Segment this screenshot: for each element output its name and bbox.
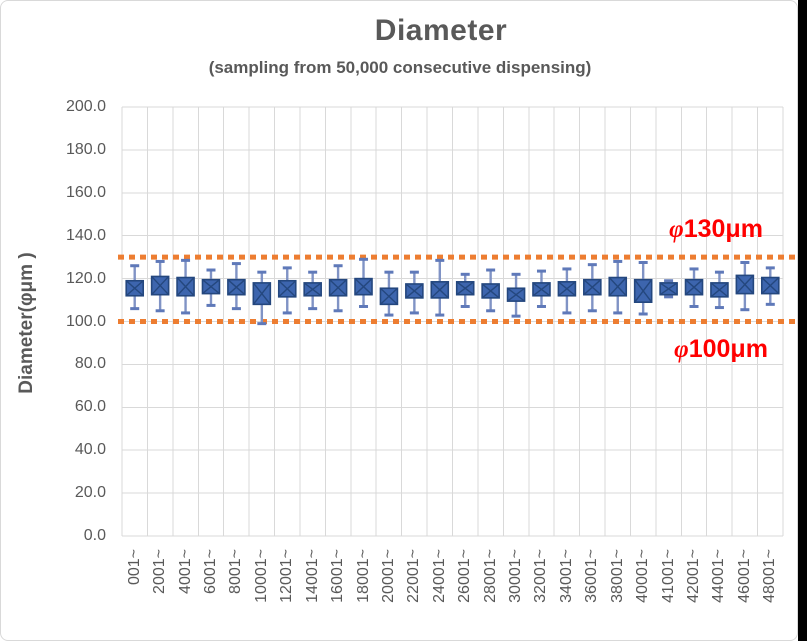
x-category-label: 8001~ [227,549,245,594]
chart-subtitle: (sampling from 50,000 consecutive dispen… [208,58,592,77]
x-category-label: 12001~ [278,549,296,603]
y-tick-label: 0.0 [83,527,106,544]
y-tick-label: 160.0 [65,183,106,201]
x-category-label: 28001~ [481,549,499,603]
y-tick-label: 40.0 [74,441,106,459]
y-tick-label: 80.0 [74,355,106,373]
y-tick-label: 20.0 [74,484,106,502]
x-category-label: 22001~ [405,549,423,603]
x-category-label: 44001~ [710,549,728,603]
x-category-label: 46001~ [735,549,753,603]
x-category-label: 32001~ [532,549,550,603]
x-category-label: 48001~ [761,549,779,603]
ref-line-label-130: φ130μm [669,215,763,243]
x-category-label: 34001~ [557,549,575,603]
x-category-label: 38001~ [608,549,626,603]
chart-title: Diameter [374,14,508,47]
x-category-label: 6001~ [201,549,219,594]
y-tick-label: 200.0 [65,98,106,115]
x-category-label: 14001~ [303,549,321,603]
x-category-label: 16001~ [329,549,347,603]
ref-line-label-100: φ100μm [674,335,768,363]
x-category-label: 30001~ [507,549,525,603]
x-category-label: 20001~ [379,549,397,603]
y-tick-label: 140.0 [65,226,106,244]
x-category-label: 10001~ [252,549,270,603]
y-tick-label: 180.0 [65,140,106,158]
y-tick-label: 60.0 [74,398,106,416]
right-black-strip [798,0,807,641]
x-category-label: 40001~ [634,549,652,603]
x-category-label: 2001~ [151,549,169,594]
y-tick-label: 120.0 [65,269,106,287]
x-category-label: 18001~ [354,549,372,603]
x-category-label: 4001~ [176,549,194,594]
x-category-label: 24001~ [430,549,448,603]
x-category-label: 26001~ [456,549,474,603]
x-category-label: 001~ [125,549,143,586]
x-category-label: 41001~ [659,549,677,603]
x-category-label: 42001~ [685,549,703,603]
x-category-label: 36001~ [583,549,601,603]
y-tick-label: 100.0 [65,312,106,330]
